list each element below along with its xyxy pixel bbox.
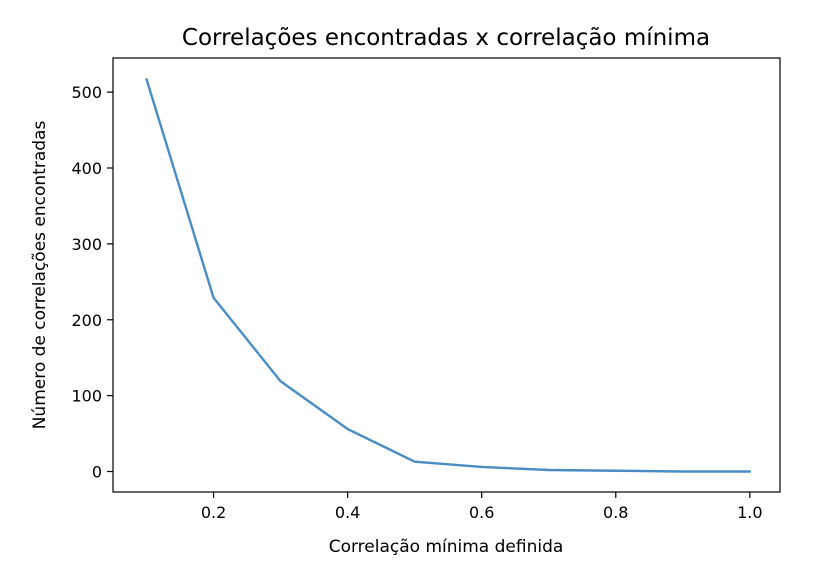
plot-area <box>112 57 781 493</box>
x-tick-label: 0.8 <box>603 503 628 522</box>
x-tick-label: 0.4 <box>335 503 360 522</box>
x-tick-label: 0.2 <box>201 503 226 522</box>
plot-frame <box>112 57 781 493</box>
x-axis: 0.2 0.4 0.6 0.8 1.0 <box>201 492 763 522</box>
y-axis: 0 100 200 300 400 500 <box>71 83 113 482</box>
y-tick-label: 200 <box>71 311 102 330</box>
x-tick-label: 0.6 <box>469 503 494 522</box>
x-axis-label: Correlação mínima definida <box>329 537 564 557</box>
y-tick-label: 0 <box>92 463 102 482</box>
y-tick-label: 500 <box>71 83 102 102</box>
y-tick-label: 100 <box>71 387 102 406</box>
y-axis-label: Número de correlações encontradas <box>30 121 50 430</box>
y-tick-label: 300 <box>71 235 102 254</box>
x-tick-label: 1.0 <box>737 503 762 522</box>
series-line-0 <box>145 78 752 473</box>
y-tick-label: 400 <box>71 159 102 178</box>
chart-title: Correlações encontradas x correlação mín… <box>182 25 710 51</box>
